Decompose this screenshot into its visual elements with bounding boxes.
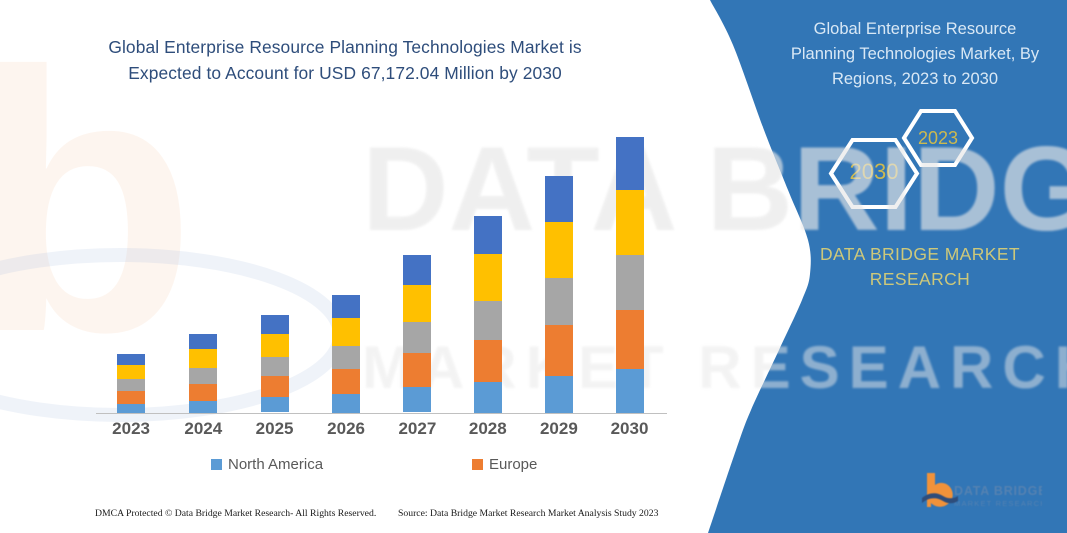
svg-text:MARKET RESEARCH: MARKET RESEARCH — [954, 499, 1042, 508]
svg-text:b: b — [0, 0, 196, 409]
svg-text:DATA BRIDGE: DATA BRIDGE — [362, 122, 1067, 256]
svg-text:DATA BRIDGE: DATA BRIDGE — [954, 484, 1042, 498]
svg-text:MARKET RESEARCH: MARKET RESEARCH — [362, 334, 1067, 401]
